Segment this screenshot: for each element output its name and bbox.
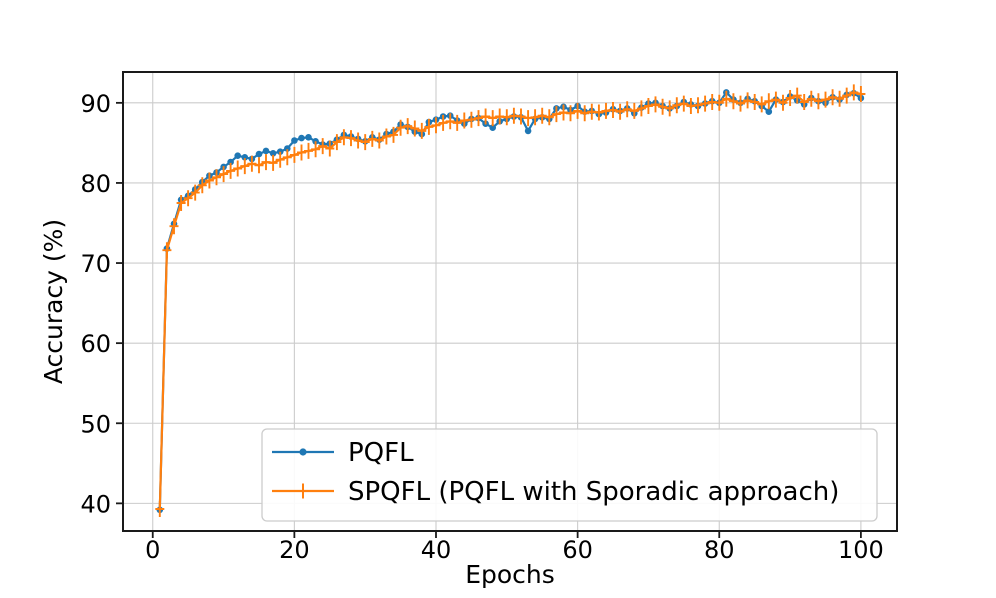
y-axis-label: Accuracy (%) <box>39 219 68 384</box>
legend-plus-marker <box>297 483 309 499</box>
legend: PQFL SPQFL (PQFL with Sporadic approach) <box>261 428 878 522</box>
legend-entry-spqfl: SPQFL (PQFL with Sporadic approach) <box>272 477 839 507</box>
data-point-marker <box>241 154 249 161</box>
legend-circle-marker <box>299 448 307 456</box>
ticks: 0 20 40 60 80 100 40 50 60 70 80 90 <box>80 90 883 564</box>
y-tick-label: 60 <box>80 330 111 358</box>
x-tick-label: 40 <box>421 536 452 564</box>
y-tick-label: 90 <box>80 90 111 118</box>
legend-label: SPQFL (PQFL with Sporadic approach) <box>348 477 839 507</box>
data-point-marker <box>269 150 277 157</box>
series-spqfl <box>155 84 866 517</box>
x-tick-label: 0 <box>145 536 160 564</box>
data-point-marker <box>255 150 263 158</box>
y-tick-label: 70 <box>80 250 111 278</box>
axes-spines <box>122 71 898 532</box>
x-tick-label: 80 <box>704 536 735 564</box>
legend-entry-pqfl: PQFL <box>272 438 414 468</box>
plus-errorbar-markers <box>155 84 866 517</box>
data-point-marker <box>298 134 305 142</box>
data-point-marker <box>227 158 234 166</box>
y-tick-label: 40 <box>80 490 111 518</box>
x-tick-label: 20 <box>279 536 310 564</box>
data-point-marker <box>284 145 291 152</box>
data-point-marker <box>291 137 298 144</box>
y-tick-label: 50 <box>80 410 111 438</box>
data-point-marker <box>262 147 270 155</box>
x-tick-label: 100 <box>838 536 884 564</box>
data-point-marker <box>234 152 241 159</box>
x-axis-label: Epochs <box>465 560 555 589</box>
x-tick-label: 60 <box>562 536 593 564</box>
legend-box <box>261 428 878 522</box>
legend-label: PQFL <box>348 438 414 468</box>
data-point-marker <box>489 124 497 131</box>
data-point-marker <box>524 127 532 135</box>
y-tick-label: 80 <box>80 170 111 198</box>
data-point-marker <box>305 134 312 141</box>
data-point-marker <box>765 108 773 115</box>
